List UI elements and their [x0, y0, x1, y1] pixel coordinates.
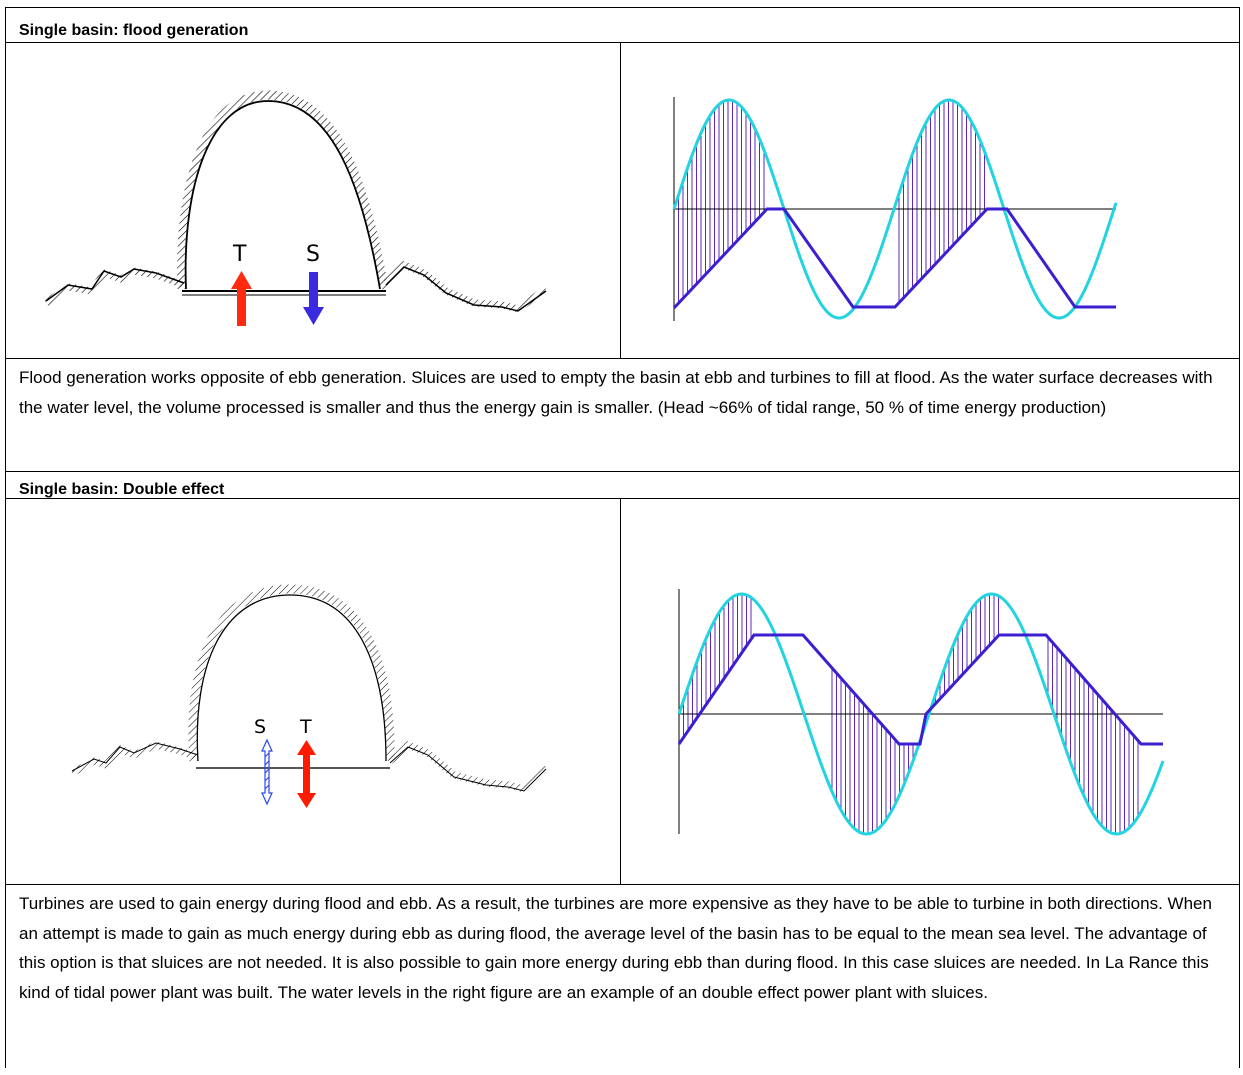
arrow-up-down-icon — [297, 740, 316, 808]
ground-left-hatch — [43, 267, 186, 306]
sluice-label: S — [306, 242, 320, 267]
section-title-flood: Single basin: flood generation — [19, 22, 249, 39]
basin-level-line — [672, 207, 1116, 310]
text-row-flood: Flood generation works opposite of ebb g… — [6, 359, 1239, 472]
description-double: Turbines are used to gain energy during … — [19, 894, 1212, 1002]
figure-row-flood: T S — [6, 43, 1239, 359]
section-title-double: Single basin: Double effect — [19, 481, 225, 498]
turbine-label: T — [232, 242, 247, 267]
figure-row-double: S T — [6, 499, 1239, 885]
document-table: Single basin: flood generation — [5, 7, 1240, 1068]
basin-diagram-flood: T S — [43, 90, 549, 326]
text-row-double: Turbines are used to gain energy during … — [6, 885, 1239, 1075]
basin-diagram-cell: T S — [6, 43, 621, 358]
water-level-chart-cell — [621, 43, 1239, 358]
section-heading: Single basin: Double effect — [6, 472, 1239, 499]
water-level-chart-double — [677, 589, 1165, 836]
basin-diagram-cell: S T — [6, 499, 621, 884]
turbine-label: T — [299, 716, 312, 738]
arrow-up-down-icon — [261, 738, 273, 806]
section-heading: Single basin: flood generation — [6, 8, 1239, 43]
water-level-chart-flood — [672, 97, 1118, 321]
description-flood: Flood generation works opposite of ebb g… — [19, 368, 1213, 417]
ground-left-hatch — [70, 741, 200, 777]
arrow-down-icon — [303, 272, 324, 325]
tide-curve — [672, 98, 1118, 320]
ground-right-hatch — [387, 740, 549, 793]
basin-diagram-double: S T — [70, 584, 549, 808]
basin-wall-hatch — [188, 584, 395, 762]
water-level-chart-cell — [621, 499, 1239, 884]
arrow-up-icon — [231, 271, 252, 326]
sluice-label: S — [254, 716, 266, 738]
ground-right-hatch — [383, 260, 549, 313]
basin-wall-hatch — [177, 90, 389, 290]
basin-level-line — [677, 633, 1163, 746]
